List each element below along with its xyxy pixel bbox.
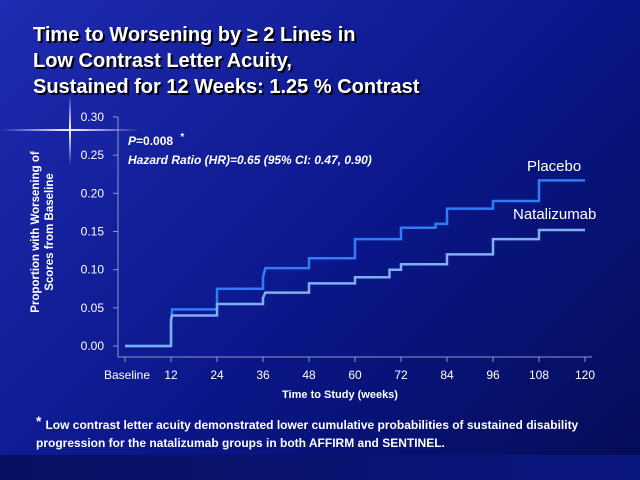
x-ticks: Baseline 12 24 36 48 60 72 84 96 108 120 bbox=[104, 357, 595, 382]
x-tick-label: 120 bbox=[575, 368, 595, 382]
footnote: * Low contrast letter acuity demonstrated… bbox=[36, 412, 626, 452]
x-tick-label: Baseline bbox=[104, 368, 150, 382]
series-label-natalizumab: Natalizumab bbox=[513, 206, 596, 223]
bottom-band-decoration bbox=[0, 455, 640, 480]
series-label-placebo: Placebo bbox=[527, 158, 581, 175]
footnote-text: Low contrast letter acuity demonstrated … bbox=[36, 418, 579, 450]
y-ticks: 0.00 0.05 0.10 0.15 0.20 0.25 0.30 bbox=[81, 110, 118, 353]
x-tick-label: 12 bbox=[164, 368, 178, 382]
x-tick-label: 72 bbox=[394, 368, 408, 382]
p-marker: * bbox=[180, 132, 184, 143]
y-tick-label: 0.15 bbox=[81, 225, 105, 239]
y-tick-label: 0.00 bbox=[81, 339, 105, 353]
series-lines bbox=[125, 179, 585, 348]
y-axis-label-line-1: Proportion with Worsening of bbox=[30, 151, 42, 313]
y-tick-label: 0.25 bbox=[81, 148, 105, 162]
hazard-ratio-annotation: Hazard Ratio (HR)=0.65 (95% CI: 0.47, 0.… bbox=[128, 153, 372, 167]
y-axis-label-line-2: Scores from Baseline bbox=[44, 173, 56, 291]
p-value: =0.008 bbox=[136, 134, 173, 148]
p-label: P bbox=[128, 134, 137, 148]
y-tick-label: 0.05 bbox=[81, 301, 105, 315]
y-axis-label: Proportion with Worsening of Scores from… bbox=[30, 151, 56, 313]
y-tick-label: 0.30 bbox=[81, 110, 105, 124]
x-tick-label: 36 bbox=[256, 368, 270, 382]
x-tick-label: 60 bbox=[348, 368, 362, 382]
x-tick-label: 24 bbox=[210, 368, 224, 382]
slide-title: Time to Worsening by ≥ 2 Lines in Low Co… bbox=[33, 22, 419, 100]
title-line-1: Time to Worsening by ≥ 2 Lines in bbox=[33, 24, 356, 46]
survival-chart: 0.00 0.05 0.10 0.15 0.20 0.25 0.30 Baseline 12 2… bbox=[30, 110, 596, 401]
x-tick-label: 108 bbox=[529, 368, 549, 382]
title-line-2: Low Contrast Letter Acuity, bbox=[33, 50, 292, 72]
sparkle-vertical-decoration bbox=[69, 95, 71, 165]
x-tick-label: 96 bbox=[486, 368, 500, 382]
y-tick-label: 0.10 bbox=[81, 263, 105, 277]
footnote-marker: * bbox=[36, 413, 42, 429]
x-axis-label: Time to Study (weeks) bbox=[282, 389, 398, 401]
title-line-3: Sustained for 12 Weeks: 1.25 % Contrast bbox=[33, 76, 420, 98]
series-line-placebo bbox=[125, 179, 585, 348]
p-value-annotation: P=0.008 * bbox=[128, 132, 184, 148]
x-tick-label: 84 bbox=[440, 368, 454, 382]
y-tick-label: 0.20 bbox=[81, 186, 105, 200]
x-tick-label: 48 bbox=[302, 368, 316, 382]
series-labels: Placebo Natalizumab bbox=[513, 158, 596, 223]
series-line-natalizumab bbox=[125, 228, 585, 348]
